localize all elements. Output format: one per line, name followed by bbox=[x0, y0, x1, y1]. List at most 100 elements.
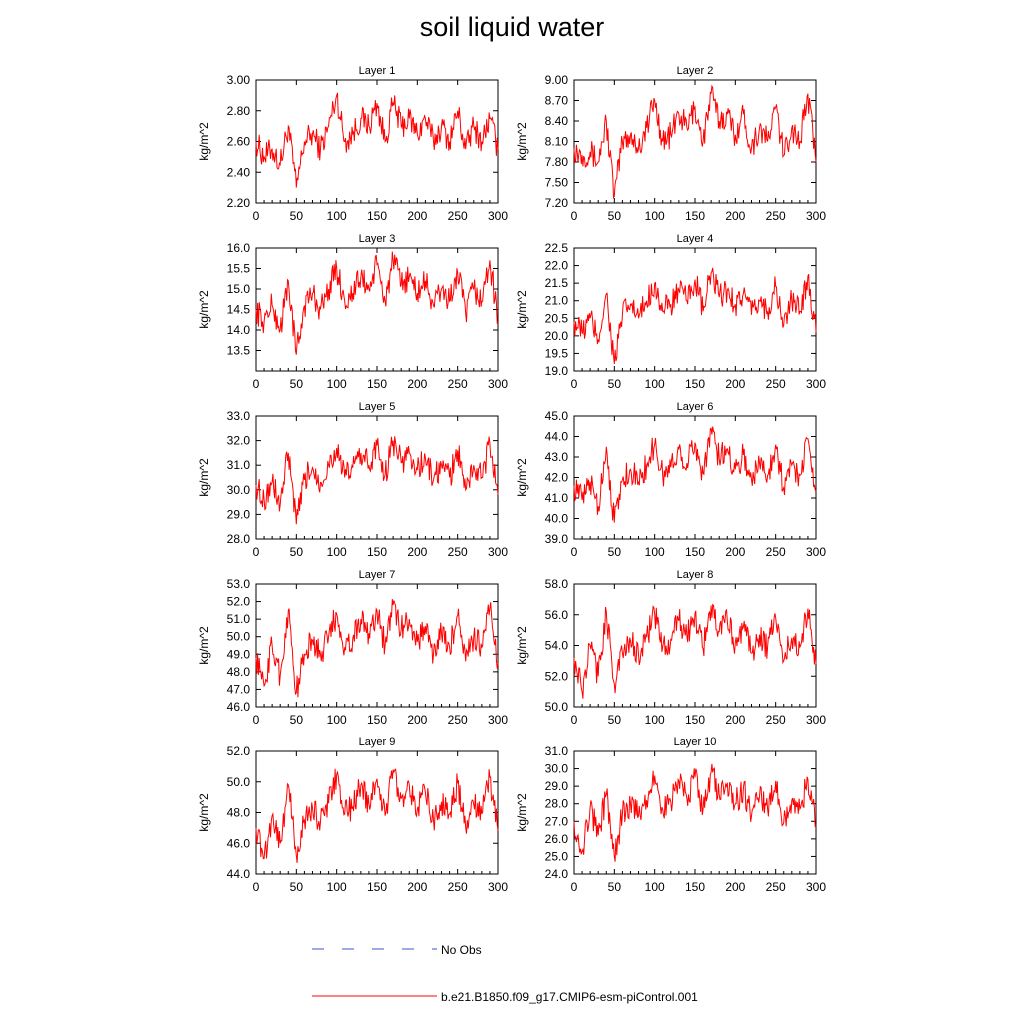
x-tick-label: 100 bbox=[327, 880, 347, 894]
x-tick-label: 100 bbox=[327, 377, 347, 391]
panel-4: Layer 4 kg/m^2 0 50 100 150 200 250 300 19.0 19.5 2… bbox=[515, 233, 826, 391]
y-tick-label: 8.40 bbox=[545, 114, 569, 128]
x-tick-label: 250 bbox=[766, 209, 786, 223]
x-tick-label: 50 bbox=[290, 377, 304, 391]
y-axis-label: kg/m^2 bbox=[515, 458, 529, 497]
x-tick-label: 0 bbox=[253, 209, 260, 223]
plot-frame bbox=[255, 583, 499, 708]
y-tick-label: 29.0 bbox=[227, 507, 251, 521]
x-tick-label: 0 bbox=[253, 880, 260, 894]
x-tick-label: 100 bbox=[645, 880, 665, 894]
x-tick-label: 0 bbox=[571, 377, 578, 391]
x-tick-label: 300 bbox=[488, 880, 508, 894]
x-tick-label: 250 bbox=[766, 713, 786, 727]
legend-label-no-obs: No Obs bbox=[441, 943, 482, 957]
x-tick-label: 300 bbox=[488, 713, 508, 727]
y-tick-label: 46.0 bbox=[227, 700, 251, 714]
series-line bbox=[255, 599, 499, 698]
x-tick-label: 250 bbox=[448, 713, 468, 727]
x-tick-label: 150 bbox=[685, 377, 705, 391]
y-tick-label: 32.0 bbox=[227, 434, 251, 448]
series-line bbox=[255, 436, 499, 525]
panel-2: Layer 2 kg/m^2 0 50 100 150 200 250 300 7.20 7.50 7… bbox=[515, 65, 826, 223]
x-tick-label: 300 bbox=[806, 209, 826, 223]
x-tick-label: 300 bbox=[488, 377, 508, 391]
figure-title: soil liquid water bbox=[419, 12, 605, 42]
panel-title: Layer 4 bbox=[677, 233, 714, 245]
panel-title: Layer 3 bbox=[359, 233, 396, 245]
y-tick-label: 41.0 bbox=[545, 491, 569, 505]
panel-title: Layer 2 bbox=[677, 65, 714, 77]
x-tick-label: 50 bbox=[608, 713, 622, 727]
x-tick-label: 200 bbox=[725, 377, 745, 391]
x-tick-label: 150 bbox=[367, 880, 387, 894]
y-tick-label: 9.00 bbox=[545, 73, 569, 87]
x-tick-label: 300 bbox=[806, 545, 826, 559]
y-tick-label: 48.0 bbox=[227, 665, 251, 679]
x-tick-label: 250 bbox=[448, 209, 468, 223]
y-tick-label: 30.0 bbox=[227, 483, 251, 497]
y-tick-label: 42.0 bbox=[545, 471, 569, 485]
y-tick-label: 19.0 bbox=[545, 364, 569, 378]
y-tick-label: 7.80 bbox=[545, 155, 569, 169]
y-tick-label: 31.0 bbox=[227, 458, 251, 472]
x-tick-label: 0 bbox=[571, 209, 578, 223]
plot-frame bbox=[255, 750, 499, 875]
y-axis-label: kg/m^2 bbox=[515, 793, 529, 832]
x-tick-label: 300 bbox=[806, 377, 826, 391]
y-tick-label: 24.0 bbox=[545, 867, 569, 881]
y-tick-label: 15.0 bbox=[227, 282, 251, 296]
x-tick-label: 100 bbox=[645, 209, 665, 223]
y-tick-label: 50.0 bbox=[227, 630, 251, 644]
y-tick-label: 15.5 bbox=[227, 262, 251, 276]
y-tick-label: 28.0 bbox=[545, 797, 569, 811]
x-tick-label: 200 bbox=[725, 545, 745, 559]
panel-title: Layer 8 bbox=[677, 569, 714, 581]
x-tick-label: 100 bbox=[327, 209, 347, 223]
series-line bbox=[255, 251, 499, 355]
y-axis-label: kg/m^2 bbox=[197, 793, 211, 832]
x-tick-label: 150 bbox=[367, 209, 387, 223]
y-tick-label: 2.60 bbox=[227, 135, 251, 149]
y-tick-label: 49.0 bbox=[227, 647, 251, 661]
x-tick-label: 100 bbox=[327, 713, 347, 727]
x-tick-label: 150 bbox=[367, 713, 387, 727]
x-tick-label: 0 bbox=[253, 377, 260, 391]
series-line bbox=[573, 603, 817, 699]
y-tick-label: 44.0 bbox=[227, 867, 251, 881]
x-tick-label: 200 bbox=[407, 880, 427, 894]
panel-5: Layer 5 kg/m^2 0 50 100 150 200 250 300 28.0 29.0 3… bbox=[197, 401, 508, 559]
y-tick-label: 28.0 bbox=[227, 532, 251, 546]
y-tick-label: 25.0 bbox=[545, 849, 569, 863]
panel-title: Layer 1 bbox=[359, 65, 396, 77]
y-tick-label: 45.0 bbox=[545, 409, 569, 423]
x-tick-label: 150 bbox=[685, 209, 705, 223]
y-tick-label: 40.0 bbox=[545, 512, 569, 526]
y-tick-label: 53.0 bbox=[227, 577, 251, 591]
x-tick-label: 300 bbox=[806, 713, 826, 727]
x-tick-label: 200 bbox=[407, 713, 427, 727]
panel-title: Layer 10 bbox=[674, 736, 717, 748]
y-tick-label: 29.0 bbox=[545, 779, 569, 793]
y-tick-label: 3.00 bbox=[227, 73, 251, 87]
plot-frame bbox=[255, 415, 499, 540]
x-tick-label: 0 bbox=[253, 713, 260, 727]
y-tick-label: 33.0 bbox=[227, 409, 251, 423]
y-axis-label: kg/m^2 bbox=[515, 626, 529, 665]
y-tick-label: 2.20 bbox=[227, 196, 251, 210]
y-tick-label: 47.0 bbox=[227, 682, 251, 696]
x-tick-label: 250 bbox=[448, 545, 468, 559]
panel-title: Layer 7 bbox=[359, 569, 396, 581]
x-tick-label: 50 bbox=[608, 209, 622, 223]
chart-panels: Layer 1 kg/m^2 0 50 100 150 200 250 300 2.20 2.40 2… bbox=[197, 65, 826, 894]
panel-title: Layer 9 bbox=[359, 736, 396, 748]
series-line bbox=[573, 84, 817, 200]
series-line bbox=[573, 763, 817, 862]
y-tick-label: 30.0 bbox=[545, 762, 569, 776]
y-tick-label: 50.0 bbox=[227, 775, 251, 789]
x-tick-label: 200 bbox=[725, 713, 745, 727]
x-tick-label: 300 bbox=[806, 880, 826, 894]
y-tick-label: 52.0 bbox=[227, 744, 251, 758]
y-tick-label: 52.0 bbox=[227, 595, 251, 609]
legend-label-model: b.e21.B1850.f09_g17.CMIP6-esm-piControl.… bbox=[441, 990, 698, 1004]
